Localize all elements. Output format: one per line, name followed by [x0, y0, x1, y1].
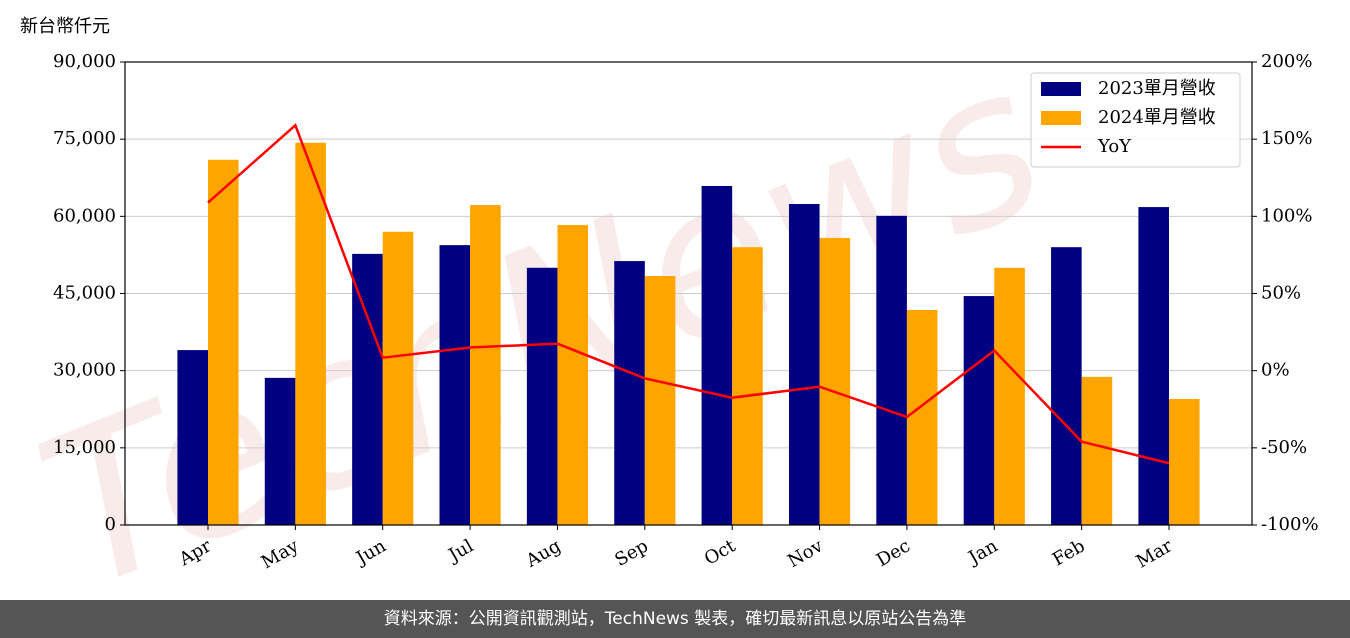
- bar: [1169, 398, 1200, 525]
- x-tick-label: Aug: [522, 535, 565, 572]
- bar: [207, 159, 239, 525]
- bar: [352, 253, 383, 526]
- x-tick-label: Oct: [701, 535, 740, 570]
- bar: [788, 203, 820, 525]
- legend: 2023單月營收 2024單月營收 YoY: [1030, 72, 1241, 168]
- bar: [701, 185, 733, 525]
- x-tick-label: Jan: [963, 535, 1001, 569]
- bar: [819, 237, 851, 525]
- bar: [439, 245, 471, 526]
- y2-tick-label: 0%: [1261, 360, 1290, 381]
- bar: [264, 377, 296, 525]
- y2-tick-label: 100%: [1261, 205, 1312, 226]
- legend-swatch: [1041, 111, 1081, 125]
- bar: [177, 350, 208, 525]
- x-tick-label: Jun: [351, 535, 390, 570]
- x-tick-label: Feb: [1049, 535, 1089, 570]
- y-tick-label: 0: [105, 514, 116, 535]
- bar: [614, 261, 645, 525]
- bar: [732, 247, 763, 525]
- y-axis-label: 新台幣仟元: [20, 16, 110, 37]
- x-tick-label: Dec: [873, 535, 914, 571]
- y2-tick-label: 50%: [1261, 283, 1301, 304]
- bar: [382, 231, 414, 525]
- line: [207, 123, 1170, 465]
- y2-tick-label: -50%: [1261, 437, 1307, 458]
- bar: [557, 225, 589, 525]
- footer: 資料來源：公開資訊觀測站，TechNews 製表，確切最新訊息以原站公告為準: [0, 600, 1350, 638]
- chart: TechNews 新台幣仟元 015,00030,00045,00060,000…: [11, 16, 1319, 600]
- y-tick-label: 60,000: [53, 205, 116, 226]
- y-tick-label: 90,000: [53, 51, 116, 72]
- legend-label: 2023單月營收: [1098, 78, 1216, 99]
- bar: [1051, 247, 1082, 525]
- bar: [470, 205, 501, 525]
- y-tick-label: 30,000: [53, 360, 116, 381]
- x-tick-label: Jul: [444, 535, 478, 567]
- bar: [1138, 207, 1170, 525]
- y2-tick-label: 150%: [1261, 128, 1312, 149]
- bar: [295, 142, 326, 526]
- bar: [963, 296, 995, 525]
- y2-tick-label: -100%: [1261, 514, 1319, 535]
- x-tick-label: Mar: [1133, 535, 1177, 572]
- bar: [526, 267, 558, 525]
- y-tick-label: 15,000: [53, 437, 116, 458]
- bar: [994, 267, 1025, 525]
- x-tick-label: Nov: [784, 535, 827, 572]
- y-tick-label: 75,000: [53, 128, 116, 149]
- legend-label: YoY: [1097, 136, 1132, 157]
- bar: [1081, 376, 1113, 525]
- y2-tick-label: 200%: [1261, 51, 1312, 72]
- x-tick-label: Sep: [611, 535, 651, 570]
- plot-frame: [124, 61, 1253, 526]
- legend-box: [1030, 72, 1241, 168]
- legend-label: 2024單月營收: [1098, 107, 1216, 128]
- bar: [876, 215, 907, 525]
- y-tick-label: 45,000: [53, 283, 116, 304]
- bar: [906, 309, 938, 525]
- legend-swatch: [1041, 82, 1081, 96]
- bar: [644, 276, 676, 525]
